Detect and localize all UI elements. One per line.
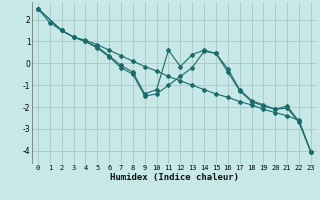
X-axis label: Humidex (Indice chaleur): Humidex (Indice chaleur)	[110, 173, 239, 182]
